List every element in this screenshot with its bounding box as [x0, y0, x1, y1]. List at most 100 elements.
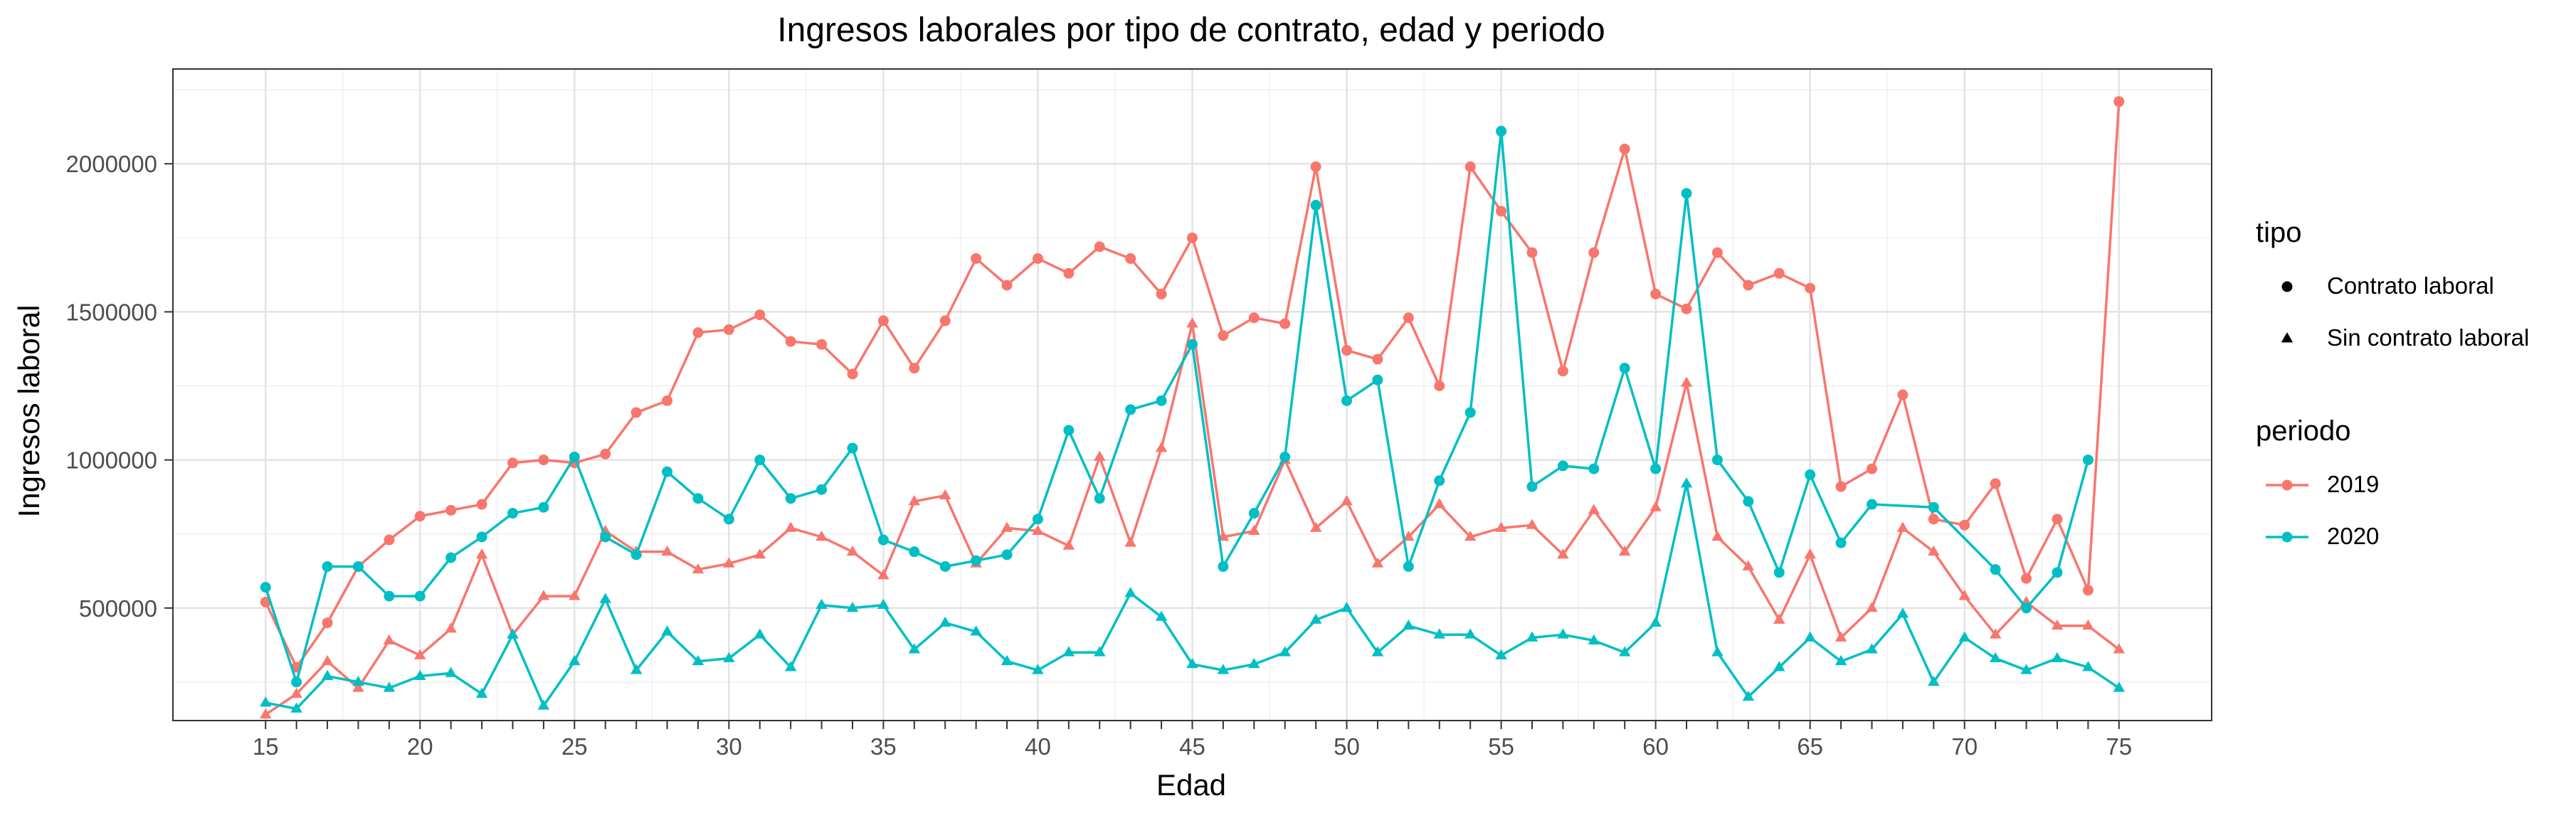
series-2019-contrato [260, 96, 2125, 673]
data-point-triangle [1680, 376, 1693, 387]
data-point-triangle [1403, 531, 1415, 541]
data-point-circle [507, 508, 518, 519]
data-point-circle [1341, 395, 1353, 406]
data-point-circle [1218, 330, 1229, 341]
data-point-triangle [1155, 610, 1168, 621]
series-line [264, 129, 2090, 684]
data-point-triangle [877, 598, 890, 610]
data-point-circle [1711, 247, 1723, 258]
data-point-triangle [1773, 613, 1785, 624]
data-point-circle [1001, 280, 1013, 291]
data-point-circle [1681, 303, 1692, 314]
data-point-circle [2082, 455, 2094, 466]
data-point-triangle [1464, 531, 1477, 541]
data-point-circle [1063, 425, 1075, 436]
x-tick-label: 50 [1334, 733, 1360, 760]
data-point-circle [1681, 188, 1692, 199]
data-point-triangle [445, 666, 457, 677]
x-tick-label: 70 [1951, 733, 1978, 760]
data-point-circle [1835, 481, 1847, 492]
x-tick-label: 20 [407, 733, 433, 760]
data-point-triangle [507, 628, 519, 639]
data-point-triangle [1464, 628, 1477, 639]
data-point-circle [1032, 514, 1043, 525]
data-point-triangle [1248, 524, 1260, 535]
data-point-triangle [290, 702, 302, 713]
x-tick-label: 60 [1642, 733, 1669, 760]
data-point-circle [291, 676, 302, 688]
data-point-circle [1928, 514, 1939, 525]
data-point-triangle [569, 590, 581, 600]
data-point-circle [1526, 247, 1538, 258]
data-point-triangle [445, 622, 457, 633]
legend-label: Contrato laboral [2327, 272, 2494, 299]
x-tick-label: 40 [1025, 733, 1051, 760]
data-point-triangle [1557, 548, 1569, 559]
data-point-triangle [1248, 658, 1260, 669]
y-tick-label: 2000000 [66, 151, 157, 177]
data-point-triangle [414, 649, 426, 659]
data-point-triangle [2113, 681, 2126, 692]
data-point-triangle [908, 495, 921, 506]
legend-item: 2019 [2266, 471, 2379, 497]
data-point-triangle [1866, 601, 1878, 612]
data-point-circle [785, 493, 796, 504]
data-point-circle [630, 549, 642, 561]
data-point-triangle [2281, 332, 2293, 343]
x-tick-label: 45 [1179, 733, 1205, 760]
legend-label: 2020 [2327, 523, 2379, 549]
data-point-triangle [1618, 545, 1631, 556]
data-point-circle [1464, 407, 1476, 418]
data-point-triangle [1835, 631, 1847, 642]
data-point-triangle [1928, 545, 1940, 556]
data-point-triangle [352, 681, 364, 692]
data-point-circle [1773, 567, 1785, 578]
y-axis-label: Ingresos laboral [12, 305, 46, 518]
data-point-circle [662, 466, 673, 477]
data-point-triangle [1804, 631, 1816, 642]
data-point-circle [939, 561, 951, 572]
data-point-circle [630, 407, 642, 418]
data-point-triangle [1742, 560, 1755, 570]
x-axis-label: Edad [1156, 768, 1226, 802]
data-point-triangle [569, 654, 581, 666]
data-point-triangle [475, 548, 488, 559]
series-layer [259, 96, 2126, 719]
data-point-triangle [1094, 646, 1106, 657]
data-point-circle [322, 617, 333, 629]
data-point-circle [1805, 469, 1816, 480]
data-point-circle [2021, 573, 2032, 584]
data-point-triangle [1804, 548, 1816, 559]
x-tick-label: 30 [716, 733, 742, 760]
data-point-circle [1897, 389, 1909, 400]
data-point-circle [1805, 282, 1816, 294]
data-point-triangle [1279, 646, 1291, 657]
data-point-triangle [1032, 664, 1044, 674]
data-point-triangle [661, 545, 673, 556]
data-point-triangle [475, 687, 488, 698]
data-point-circle [1341, 345, 1353, 356]
data-point-triangle [1062, 646, 1075, 657]
data-point-circle [414, 590, 426, 602]
data-point-circle [877, 534, 889, 546]
legend-title: periodo [2256, 415, 2350, 447]
data-point-circle [1743, 280, 1754, 291]
y-tick-label: 1000000 [66, 447, 157, 474]
data-point-circle [847, 442, 858, 454]
data-point-triangle [1433, 628, 1446, 639]
data-point-circle [909, 546, 920, 558]
data-point-triangle [1155, 442, 1168, 452]
data-point-circle [1187, 339, 1198, 350]
legend-item: Sin contrato laboral [2281, 324, 2529, 351]
data-point-circle [1588, 463, 1600, 474]
data-point-circle [1403, 561, 1414, 572]
data-point-triangle [630, 664, 643, 674]
y-tick-label: 500000 [79, 595, 157, 622]
data-point-triangle [1989, 652, 2002, 662]
data-point-circle [384, 590, 395, 602]
data-point-circle [1310, 161, 1321, 172]
data-point-circle [1279, 318, 1291, 329]
data-point-triangle [1217, 664, 1230, 674]
legend-label: 2019 [2327, 471, 2379, 497]
data-point-circle [1434, 381, 1445, 392]
